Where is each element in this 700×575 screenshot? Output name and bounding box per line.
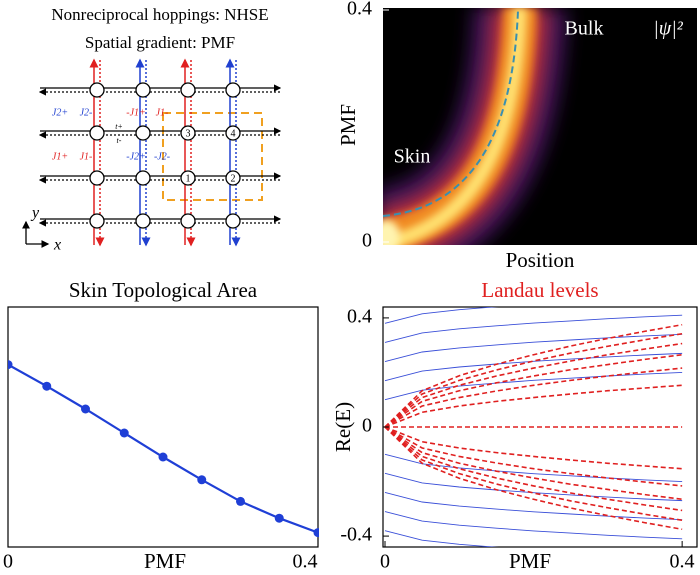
annotation: Bulk bbox=[565, 18, 604, 40]
annotation: |ψ|² bbox=[653, 18, 683, 40]
data-line bbox=[384, 342, 683, 428]
hopping-label: J2- bbox=[80, 107, 93, 118]
site bbox=[135, 213, 151, 229]
data-line bbox=[384, 314, 683, 343]
data-line bbox=[384, 426, 683, 501]
data-line bbox=[384, 426, 683, 470]
data-line bbox=[384, 426, 683, 522]
node-label: 1 bbox=[186, 173, 191, 184]
data-point bbox=[81, 404, 90, 414]
data-line bbox=[384, 353, 683, 428]
annotation: Skin bbox=[394, 146, 431, 168]
data-line bbox=[384, 352, 683, 382]
hopping-label: t- bbox=[117, 136, 122, 145]
site bbox=[180, 170, 196, 186]
plot-area bbox=[384, 307, 683, 547]
y-tick-label: 0 bbox=[362, 230, 372, 252]
data-line bbox=[384, 426, 683, 531]
data-point bbox=[197, 475, 207, 485]
heatmap-glow bbox=[383, 8, 527, 245]
data-point bbox=[119, 428, 129, 438]
data-line bbox=[384, 323, 683, 428]
x-axis-label: PMF bbox=[144, 549, 186, 573]
site bbox=[180, 82, 196, 98]
data-line bbox=[384, 511, 683, 540]
x-axis-label: Position bbox=[506, 248, 575, 272]
data-point bbox=[158, 452, 168, 462]
y-axis-label: PMF bbox=[336, 104, 360, 146]
site bbox=[89, 82, 105, 98]
data-line bbox=[384, 426, 683, 487]
data-line bbox=[384, 367, 683, 428]
data-line bbox=[384, 384, 683, 428]
site bbox=[135, 170, 151, 186]
data-line bbox=[384, 333, 683, 362]
x-tick-label: 0.4 bbox=[293, 551, 318, 573]
hopping-label: -J2- bbox=[154, 151, 170, 162]
axis-letter: x bbox=[53, 237, 61, 254]
data-line bbox=[384, 307, 499, 324]
node-label: 4 bbox=[231, 128, 236, 139]
data-line bbox=[384, 332, 683, 428]
site bbox=[135, 125, 151, 141]
y-axis-label: Re(E) bbox=[331, 402, 355, 452]
diagram-subtitle: Spatial gradient: PMF bbox=[85, 33, 235, 52]
ridge-curve bbox=[383, 9, 519, 217]
y-tick-label: 0.4 bbox=[347, 0, 372, 20]
site bbox=[89, 213, 105, 229]
data-line bbox=[384, 472, 683, 502]
hopping-label: -J1+ bbox=[126, 107, 146, 118]
data-point bbox=[313, 528, 319, 538]
x-tick-label: 0 bbox=[3, 551, 13, 573]
panel: Landau levels PMF Re(E) 0 0.4 -0.4 0 0.4 bbox=[331, 278, 698, 573]
x-axis-label: PMF bbox=[509, 549, 551, 573]
site bbox=[225, 82, 241, 98]
site bbox=[89, 125, 105, 141]
axis-letter: y bbox=[30, 205, 40, 222]
hopping-label: J2+ bbox=[52, 107, 68, 118]
panel: Skin Bulk |ψ|² Position PMF 0 0.4 bbox=[336, 0, 697, 272]
site bbox=[180, 125, 196, 141]
site bbox=[89, 170, 105, 186]
data-line bbox=[384, 426, 683, 512]
x-tick-label: 0.4 bbox=[670, 551, 695, 573]
lattice-diagram: Nonreciprocal hoppings: NHSE Spatial gra… bbox=[22, 5, 282, 254]
data-line bbox=[8, 363, 319, 534]
site bbox=[180, 213, 196, 229]
plot-area bbox=[8, 360, 319, 538]
chart-title: Landau levels bbox=[481, 278, 598, 302]
heatmap-glow bbox=[383, 220, 400, 245]
x-tick-label: 0 bbox=[380, 551, 390, 573]
hopping-label: -J2+ bbox=[126, 151, 146, 162]
data-line bbox=[384, 453, 683, 482]
data-line bbox=[384, 492, 683, 521]
site bbox=[135, 82, 151, 98]
hopping-label: t+ bbox=[115, 122, 123, 131]
data-point bbox=[42, 381, 52, 391]
panel: Skin Topological Area PMF 0 0.4 bbox=[3, 278, 319, 573]
data-point bbox=[236, 496, 245, 506]
plot-frame bbox=[7, 306, 319, 548]
unit-cell bbox=[162, 112, 263, 201]
data-line bbox=[384, 372, 683, 401]
data-point bbox=[8, 360, 13, 370]
data-point bbox=[274, 513, 284, 523]
node-label: 3 bbox=[186, 128, 191, 139]
diagram-title: Nonreciprocal hoppings: NHSE bbox=[51, 5, 268, 24]
chart-title: Skin Topological Area bbox=[69, 278, 258, 302]
data-line bbox=[384, 530, 499, 547]
hopping-label: J1- bbox=[80, 151, 93, 162]
y-tick-label: 0.4 bbox=[347, 306, 372, 328]
node-label: 2 bbox=[231, 173, 236, 184]
hopping-label: J1+ bbox=[52, 151, 68, 162]
site bbox=[225, 213, 241, 229]
site bbox=[225, 170, 241, 186]
site bbox=[225, 125, 241, 141]
y-tick-label: -0.4 bbox=[340, 524, 372, 546]
hopping-label: J1- bbox=[156, 107, 169, 118]
y-tick-label: 0 bbox=[362, 415, 372, 437]
heatmap bbox=[383, 8, 568, 245]
